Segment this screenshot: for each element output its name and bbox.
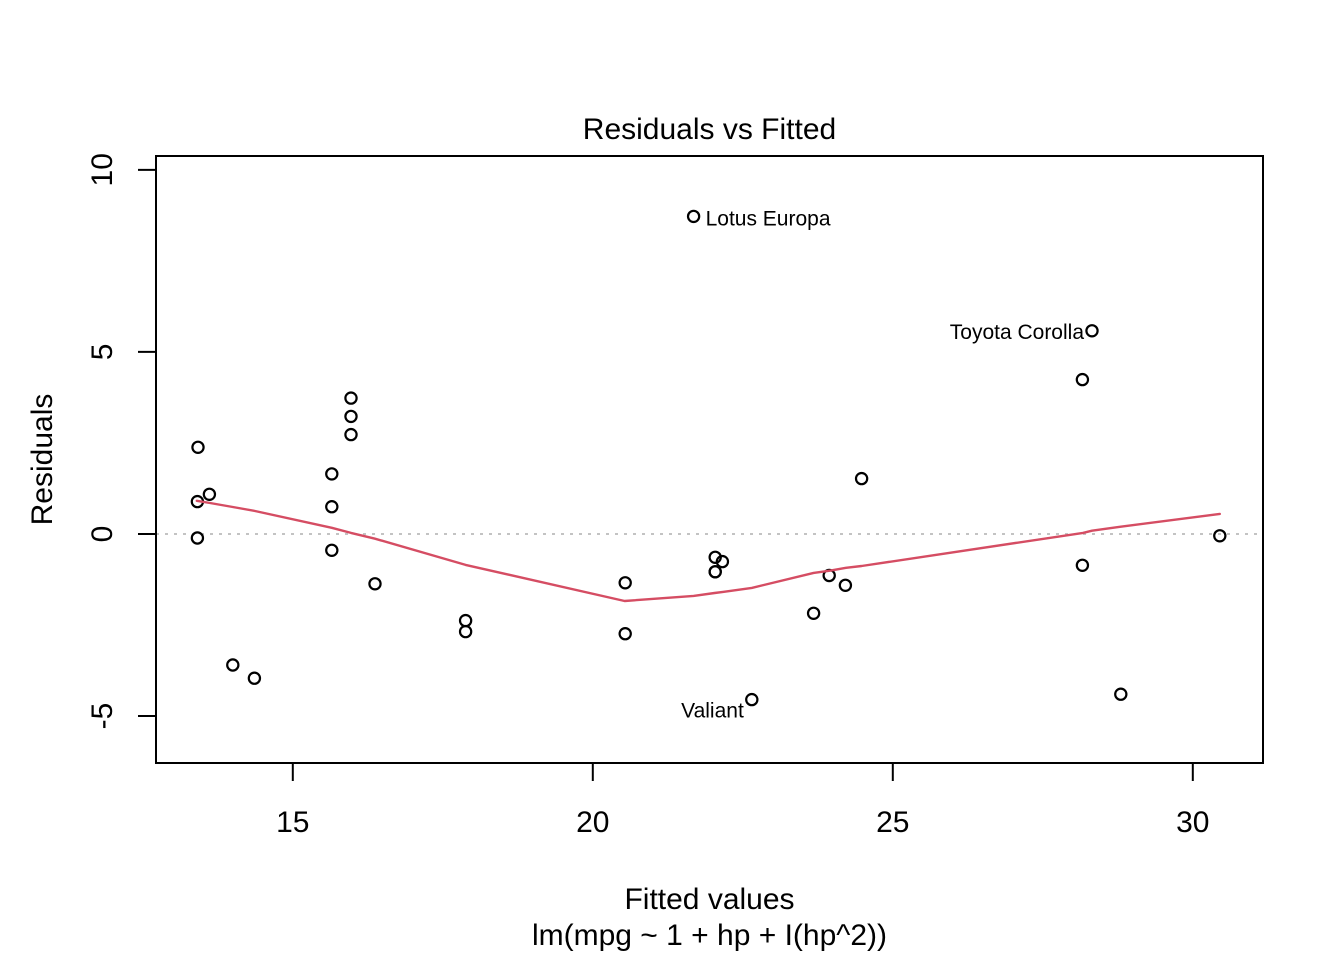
data-point bbox=[191, 440, 205, 454]
data-point bbox=[458, 613, 473, 628]
axes-layer: 15 20 25 30 -5 0 5 10 bbox=[86, 153, 1264, 839]
data-point bbox=[247, 671, 262, 685]
model-formula-subtitle: lm(mpg ~ 1 + hp + I(hp^2)) bbox=[532, 919, 887, 952]
x-tick-label: 30 bbox=[1176, 806, 1209, 839]
data-point bbox=[745, 692, 759, 707]
points-layer bbox=[190, 209, 1227, 707]
y-tick-label: 0 bbox=[86, 526, 119, 543]
x-tick-label: 15 bbox=[276, 806, 309, 839]
data-point bbox=[838, 578, 853, 593]
y-tick-label: 10 bbox=[86, 153, 119, 186]
data-point bbox=[1075, 372, 1090, 387]
smoother-layer bbox=[195, 499, 1221, 603]
data-point bbox=[618, 627, 632, 641]
plot-box bbox=[155, 155, 1264, 764]
data-point bbox=[190, 531, 205, 545]
data-point bbox=[1085, 324, 1099, 338]
y-tick-label: 5 bbox=[86, 344, 119, 361]
data-point bbox=[618, 576, 632, 590]
data-point bbox=[458, 624, 473, 639]
data-point bbox=[325, 543, 339, 558]
y-axis-label: Residuals bbox=[26, 394, 59, 526]
data-point bbox=[202, 487, 217, 501]
data-point bbox=[325, 467, 339, 481]
x-tick-label: 20 bbox=[576, 806, 609, 839]
data-point bbox=[1114, 687, 1128, 701]
data-point bbox=[325, 500, 339, 514]
data-point bbox=[368, 577, 382, 591]
data-point bbox=[1075, 558, 1090, 573]
lowess-smoother-line bbox=[195, 499, 1221, 603]
data-point bbox=[806, 606, 821, 621]
data-point bbox=[344, 391, 358, 405]
data-point bbox=[854, 471, 869, 486]
outlier-label: Valiant bbox=[681, 700, 744, 723]
plot-title: Residuals vs Fitted bbox=[583, 113, 836, 146]
data-point bbox=[344, 409, 358, 424]
data-point bbox=[708, 565, 722, 579]
y-tick-label: -5 bbox=[86, 703, 119, 730]
data-point bbox=[686, 209, 701, 224]
data-point bbox=[1213, 529, 1227, 543]
data-point bbox=[715, 554, 730, 569]
x-tick-label: 25 bbox=[876, 806, 909, 839]
outlier-label: Toyota Corolla bbox=[950, 321, 1085, 344]
data-point bbox=[226, 658, 240, 672]
data-point bbox=[344, 427, 358, 442]
outlier-label: Lotus Europa bbox=[706, 207, 831, 230]
x-axis-label: Fitted values bbox=[624, 883, 794, 916]
point-labels-layer: Lotus Europa Toyota Corolla Valiant bbox=[681, 207, 1084, 722]
